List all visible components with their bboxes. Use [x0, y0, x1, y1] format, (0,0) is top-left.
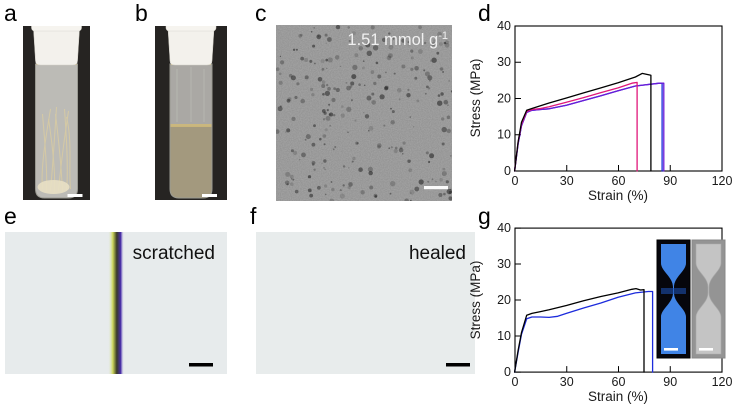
- svg-text:120: 120: [712, 375, 733, 389]
- svg-text:0: 0: [512, 174, 519, 188]
- svg-text:0: 0: [504, 365, 511, 379]
- svg-text:Stress (MPa): Stress (MPa): [468, 59, 483, 138]
- svg-text:30: 30: [497, 257, 511, 271]
- svg-text:0: 0: [512, 375, 519, 389]
- svg-text:40: 40: [497, 19, 511, 33]
- svg-text:60: 60: [612, 375, 626, 389]
- svg-text:20: 20: [497, 293, 511, 307]
- svg-text:30: 30: [497, 55, 511, 69]
- svg-text:Stress (MPa): Stress (MPa): [468, 261, 483, 340]
- svg-text:0: 0: [504, 164, 511, 178]
- svg-text:90: 90: [663, 174, 677, 188]
- svg-text:40: 40: [497, 221, 511, 235]
- svg-text:10: 10: [497, 329, 511, 343]
- svg-text:60: 60: [612, 174, 626, 188]
- svg-text:healed: healed: [409, 243, 466, 264]
- svg-text:30: 30: [560, 174, 574, 188]
- svg-text:90: 90: [663, 375, 677, 389]
- svg-text:scratched: scratched: [133, 243, 215, 264]
- svg-text:1.51 mmol g-1: 1.51 mmol g-1: [347, 30, 448, 49]
- svg-text:10: 10: [497, 128, 511, 142]
- svg-text:120: 120: [712, 174, 733, 188]
- svg-text:Strain (%): Strain (%): [588, 188, 648, 203]
- svg-text:30: 30: [560, 375, 574, 389]
- svg-text:Strain (%): Strain (%): [588, 389, 648, 404]
- svg-text:20: 20: [497, 91, 511, 105]
